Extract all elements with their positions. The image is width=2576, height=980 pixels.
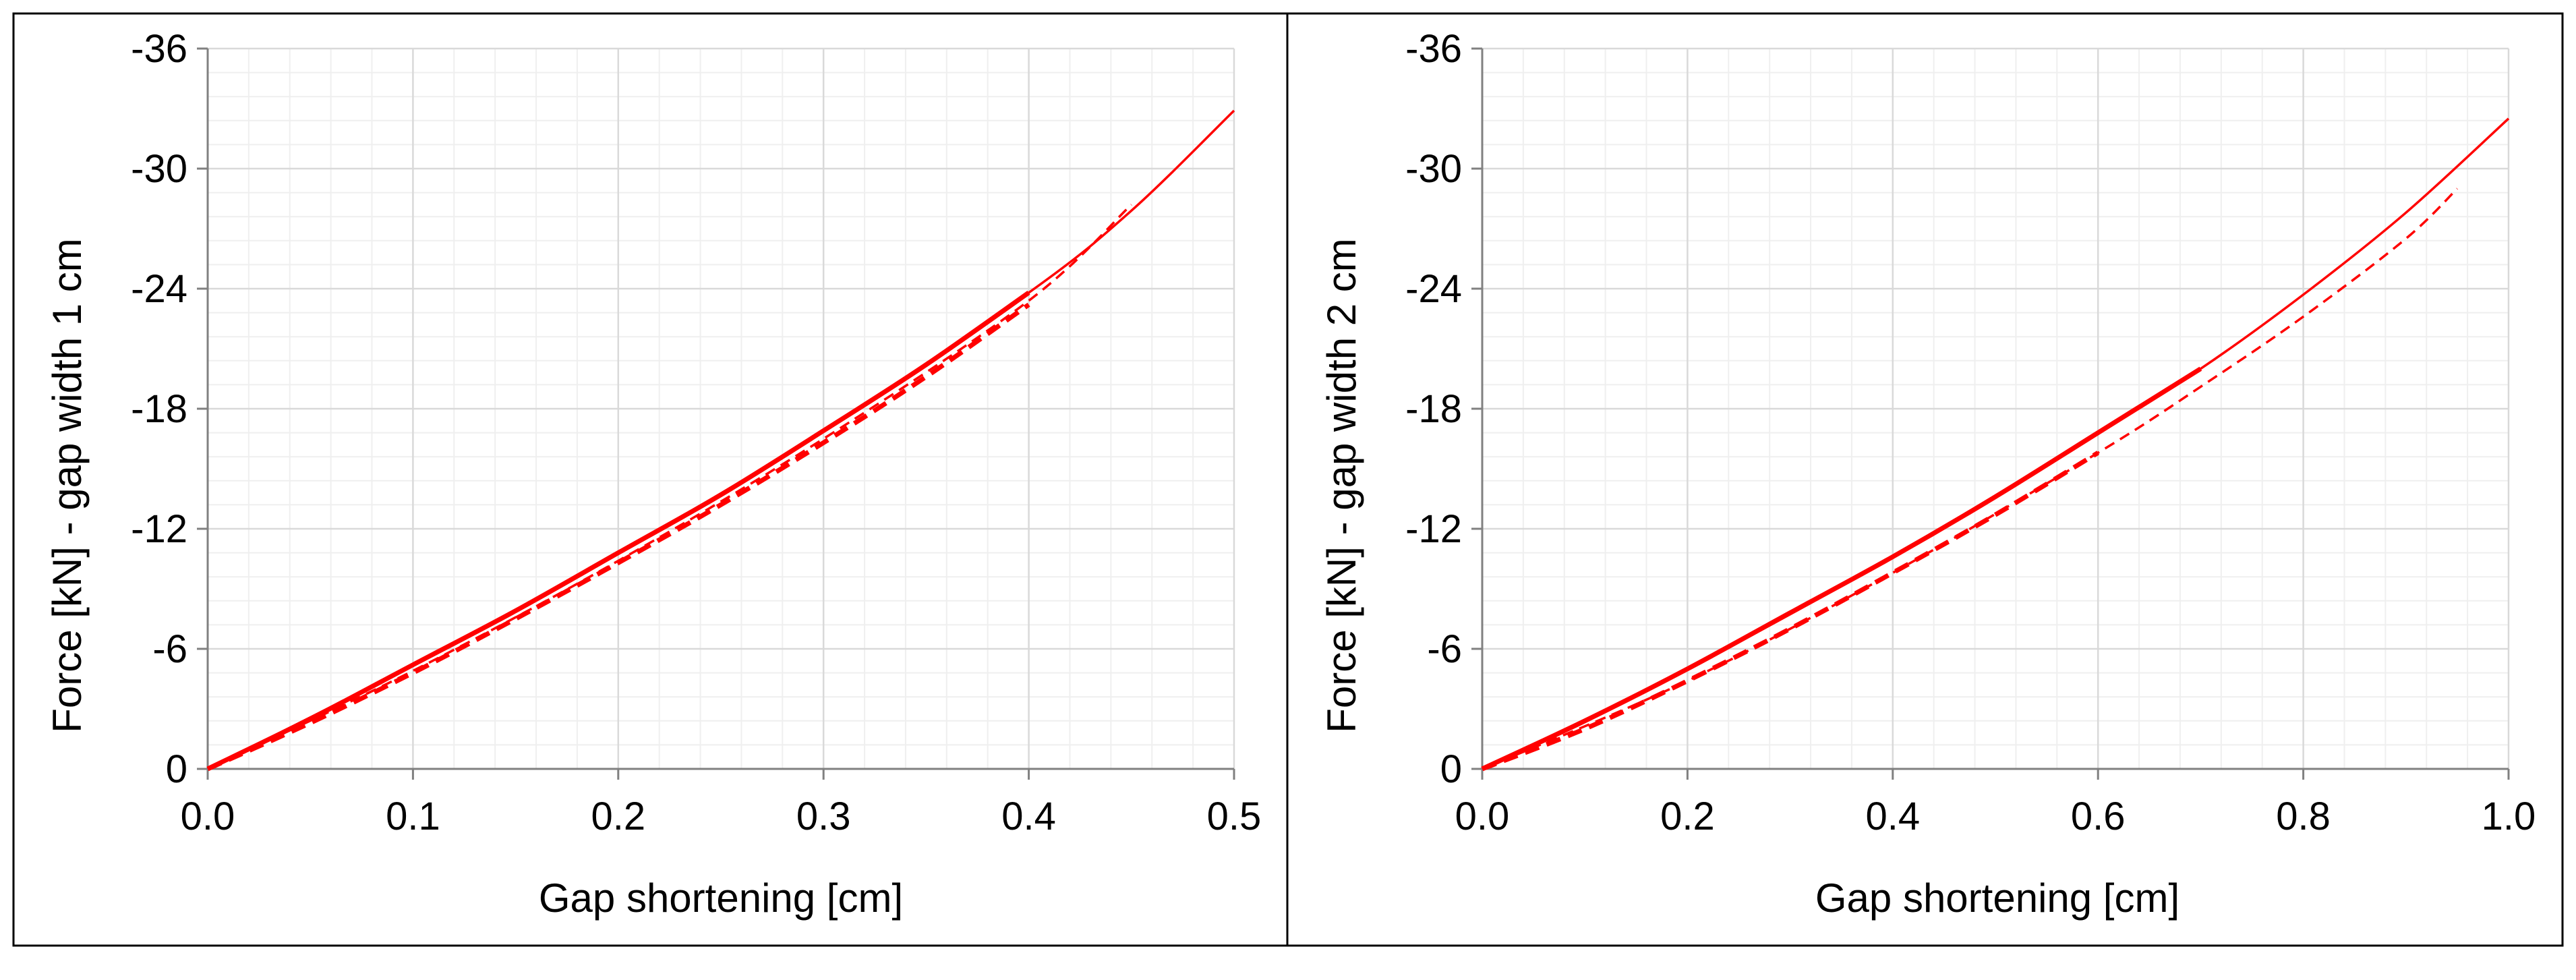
y-tick-label: 0 (1440, 747, 1462, 791)
y-axis-title: Force [kN] - gap width 1 cm (45, 238, 90, 733)
y-tick-label: -6 (152, 627, 187, 671)
series-line-dashed-thick (1481, 451, 2100, 772)
series-line-solid-thick (1481, 366, 2202, 772)
panel-gap-width-1cm: Force [kN] - gap width 1 cm Gap shorteni… (45, 27, 1261, 921)
y-tick-label: -30 (131, 147, 187, 191)
y-axis-title: Force [kN] - gap width 2 cm (1319, 238, 1364, 733)
y-tick-label: 0 (166, 747, 187, 791)
series-line-solid-thick (206, 291, 1030, 772)
x-tick-label: 0.5 (1207, 795, 1262, 838)
x-axis-title: Gap shortening [cm] (1815, 875, 2179, 921)
x-tick-label: 1.0 (2482, 795, 2536, 838)
x-tick-label: 0.4 (1865, 795, 1920, 838)
y-tick-label: -12 (131, 507, 187, 551)
x-tick-label: 0.4 (1001, 795, 1056, 838)
y-tick-label: -18 (131, 387, 187, 431)
y-tick-label: -18 (1405, 387, 1462, 431)
series-line-dashed-thick (206, 302, 1030, 772)
y-tick-label: -36 (1405, 27, 1462, 71)
y-tick-label: -30 (1405, 147, 1462, 191)
y-tick-label: -6 (1427, 627, 1462, 671)
y-tick-label: -36 (131, 27, 187, 71)
x-tick-label: 0.8 (2276, 795, 2331, 838)
x-tick-label: 0.3 (796, 795, 851, 838)
x-tick-label: 0.2 (1660, 795, 1715, 838)
y-tick-label: -24 (1405, 267, 1462, 311)
y-tick-label: -24 (131, 267, 187, 311)
x-tick-label: 0.2 (591, 795, 645, 838)
panel-gap-width-2cm: Force [kN] - gap width 2 cm Gap shorteni… (1319, 27, 2536, 921)
x-axis-title: Gap shortening [cm] (539, 875, 903, 921)
x-tick-label: 0.1 (386, 795, 440, 838)
grid (1481, 47, 2510, 770)
y-tick-label: -12 (1405, 507, 1462, 551)
grid (206, 47, 1235, 770)
x-tick-label: 0.0 (181, 795, 235, 838)
x-tick-label: 0.6 (2071, 795, 2126, 838)
x-tick-label: 0.0 (1455, 795, 1510, 838)
